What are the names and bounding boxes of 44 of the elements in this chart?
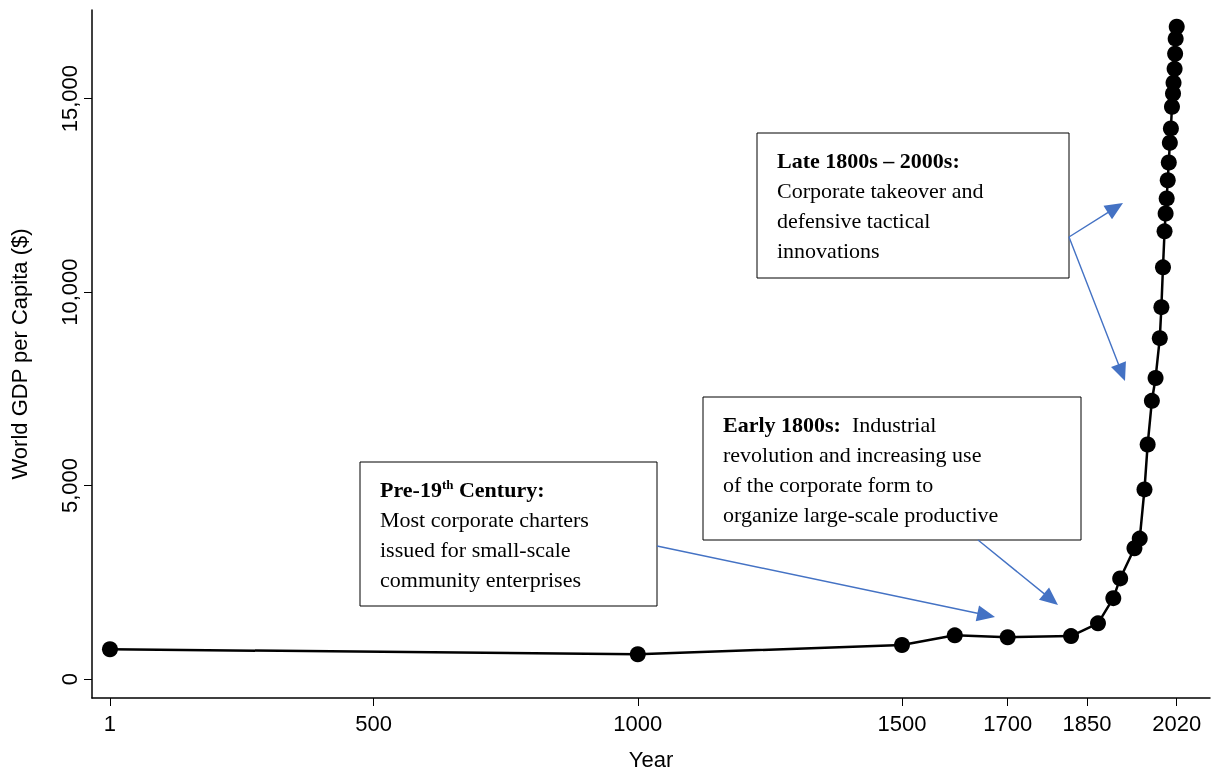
point bbox=[1147, 369, 1164, 386]
point bbox=[999, 629, 1016, 646]
y-axis-title: World GDP per Capita ($) bbox=[6, 228, 32, 480]
point bbox=[1105, 590, 1122, 607]
point bbox=[1162, 120, 1179, 137]
point bbox=[1156, 223, 1173, 240]
point bbox=[893, 636, 910, 653]
point bbox=[1165, 74, 1182, 91]
annotation: Early 1800s: Industrial revolution and increasing use of the corporate form to organize large-scale productive bbox=[723, 411, 999, 527]
x-tick-label: 500 bbox=[355, 710, 392, 736]
point bbox=[1153, 299, 1170, 316]
point bbox=[1157, 205, 1174, 222]
point bbox=[1163, 98, 1180, 115]
x-tick-label: 1850 bbox=[1062, 710, 1112, 736]
point bbox=[1160, 154, 1177, 171]
point bbox=[1139, 436, 1156, 453]
y-tick-label: 15,000 bbox=[56, 64, 82, 133]
x-tick-label: 1500 bbox=[877, 710, 927, 736]
x-tick-label: 2020 bbox=[1152, 710, 1202, 736]
point bbox=[629, 646, 646, 663]
point bbox=[1159, 172, 1176, 189]
point bbox=[1136, 481, 1153, 498]
point bbox=[101, 641, 118, 658]
point bbox=[1063, 628, 1080, 645]
point bbox=[1154, 259, 1171, 276]
x-tick-label: 1000 bbox=[613, 710, 663, 736]
x-tick-label: 1 bbox=[103, 710, 117, 736]
point bbox=[1161, 134, 1178, 151]
annotation: Late 1800s – 2000s: Corporate takeover and defensive tactical innovations bbox=[777, 147, 984, 263]
point bbox=[946, 627, 963, 644]
x-tick-label: 1700 bbox=[983, 710, 1033, 736]
point bbox=[1112, 570, 1129, 587]
y-tick-label: 5,000 bbox=[56, 458, 82, 514]
y-tick-label: 0 bbox=[56, 672, 82, 686]
point bbox=[1168, 18, 1185, 35]
point bbox=[1158, 190, 1175, 207]
point bbox=[1167, 45, 1184, 62]
y-tick-label: 10,000 bbox=[56, 258, 82, 326]
point bbox=[1143, 392, 1160, 409]
point bbox=[1131, 530, 1148, 547]
point bbox=[1090, 615, 1106, 632]
point bbox=[1166, 60, 1183, 77]
x-axis-title: Year bbox=[628, 746, 674, 772]
point bbox=[1151, 330, 1168, 347]
